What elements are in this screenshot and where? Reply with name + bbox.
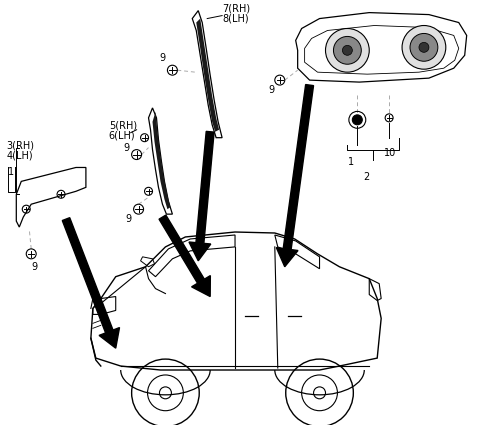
Text: 2: 2 (363, 172, 370, 182)
Text: 7(RH): 7(RH) (222, 3, 250, 14)
Circle shape (352, 115, 362, 126)
Text: 5(RH): 5(RH) (109, 121, 137, 130)
Text: 8(LH): 8(LH) (222, 14, 249, 23)
Text: 6(LH): 6(LH) (109, 130, 135, 140)
Text: 3(RH): 3(RH) (6, 140, 35, 150)
Polygon shape (189, 132, 214, 261)
Circle shape (334, 37, 361, 65)
Polygon shape (196, 20, 219, 132)
Text: 4(LH): 4(LH) (6, 150, 33, 160)
Polygon shape (159, 216, 210, 297)
Polygon shape (62, 218, 120, 348)
Text: 9: 9 (159, 53, 166, 63)
Text: 1: 1 (348, 157, 354, 167)
Text: 9: 9 (269, 85, 275, 95)
Text: 1: 1 (8, 167, 14, 177)
Circle shape (419, 43, 429, 53)
Circle shape (402, 26, 446, 70)
Text: 9: 9 (123, 142, 130, 152)
Text: 9: 9 (126, 213, 132, 224)
Circle shape (410, 35, 438, 62)
Circle shape (342, 46, 352, 56)
Polygon shape (153, 112, 170, 210)
Polygon shape (276, 85, 313, 267)
Circle shape (325, 29, 369, 73)
Text: 9: 9 (31, 261, 37, 271)
Text: 10: 10 (384, 147, 396, 157)
